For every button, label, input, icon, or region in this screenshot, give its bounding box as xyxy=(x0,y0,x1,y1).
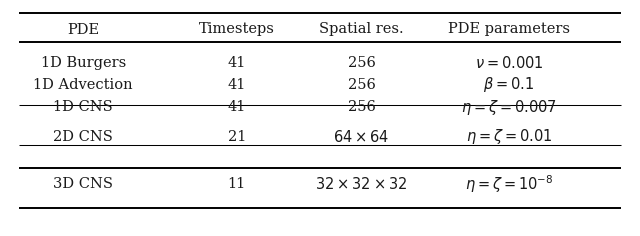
Text: 256: 256 xyxy=(348,100,376,114)
Text: $64 \times 64$: $64 \times 64$ xyxy=(333,129,390,145)
Text: $\nu = 0.001$: $\nu = 0.001$ xyxy=(474,55,543,71)
Text: $\eta = \zeta = 0.007$: $\eta = \zeta = 0.007$ xyxy=(461,98,557,117)
Text: 3D CNS: 3D CNS xyxy=(53,177,113,191)
Text: 256: 256 xyxy=(348,55,376,70)
Text: Timesteps: Timesteps xyxy=(199,22,275,37)
Text: 41: 41 xyxy=(228,100,246,114)
Text: Spatial res.: Spatial res. xyxy=(319,22,404,37)
Text: 1D CNS: 1D CNS xyxy=(53,100,113,114)
Text: 21: 21 xyxy=(228,130,246,144)
Text: 1D Burgers: 1D Burgers xyxy=(40,55,126,70)
Text: PDE: PDE xyxy=(67,22,99,37)
Text: 256: 256 xyxy=(348,78,376,92)
Text: $32 \times 32 \times 32$: $32 \times 32 \times 32$ xyxy=(316,176,408,192)
Text: $\beta = 0.1$: $\beta = 0.1$ xyxy=(483,76,534,94)
Text: 2D CNS: 2D CNS xyxy=(53,130,113,144)
Text: 41: 41 xyxy=(228,78,246,92)
Text: 11: 11 xyxy=(228,177,246,191)
Text: 1D Advection: 1D Advection xyxy=(33,78,133,92)
Text: PDE parameters: PDE parameters xyxy=(448,22,570,37)
Text: $\eta = \zeta = 10^{-8}$: $\eta = \zeta = 10^{-8}$ xyxy=(465,173,553,195)
Text: $\eta = \zeta = 0.01$: $\eta = \zeta = 0.01$ xyxy=(466,127,552,146)
Text: 41: 41 xyxy=(228,55,246,70)
